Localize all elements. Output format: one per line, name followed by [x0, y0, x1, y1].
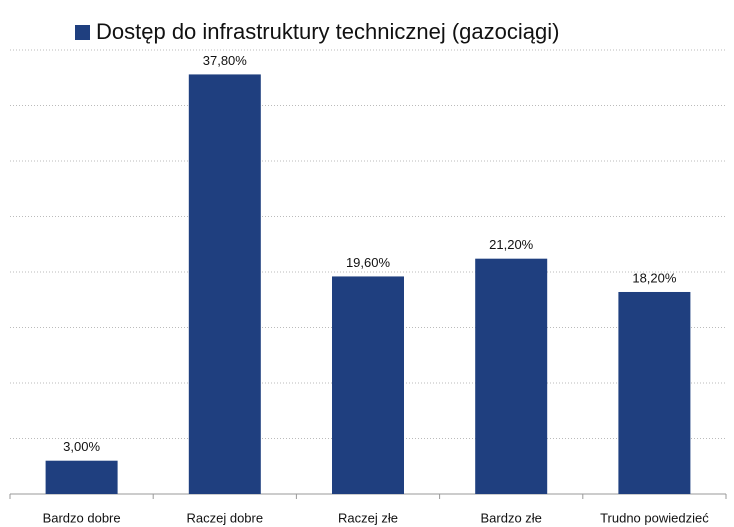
- x-tick-label: Bardzo dobre: [43, 510, 121, 525]
- value-label: 21,20%: [489, 237, 534, 252]
- value-label: 37,80%: [203, 53, 248, 68]
- value-label: 19,60%: [346, 255, 391, 270]
- bar: [332, 276, 404, 494]
- bar: [475, 258, 548, 494]
- x-tick-label: Trudno powiedzieć: [600, 510, 709, 525]
- x-tick-label: Bardzo złe: [480, 510, 541, 525]
- bar: [45, 460, 118, 494]
- legend-swatch: [75, 25, 90, 40]
- x-tick-label: Raczej złe: [338, 510, 398, 525]
- value-label: 18,20%: [632, 270, 677, 285]
- x-tick-label: Raczej dobre: [186, 510, 263, 525]
- bar: [618, 291, 691, 494]
- bar: [188, 74, 261, 495]
- value-label: 3,00%: [63, 439, 100, 454]
- legend-label: Dostęp do infrastruktury technicznej (ga…: [96, 19, 559, 44]
